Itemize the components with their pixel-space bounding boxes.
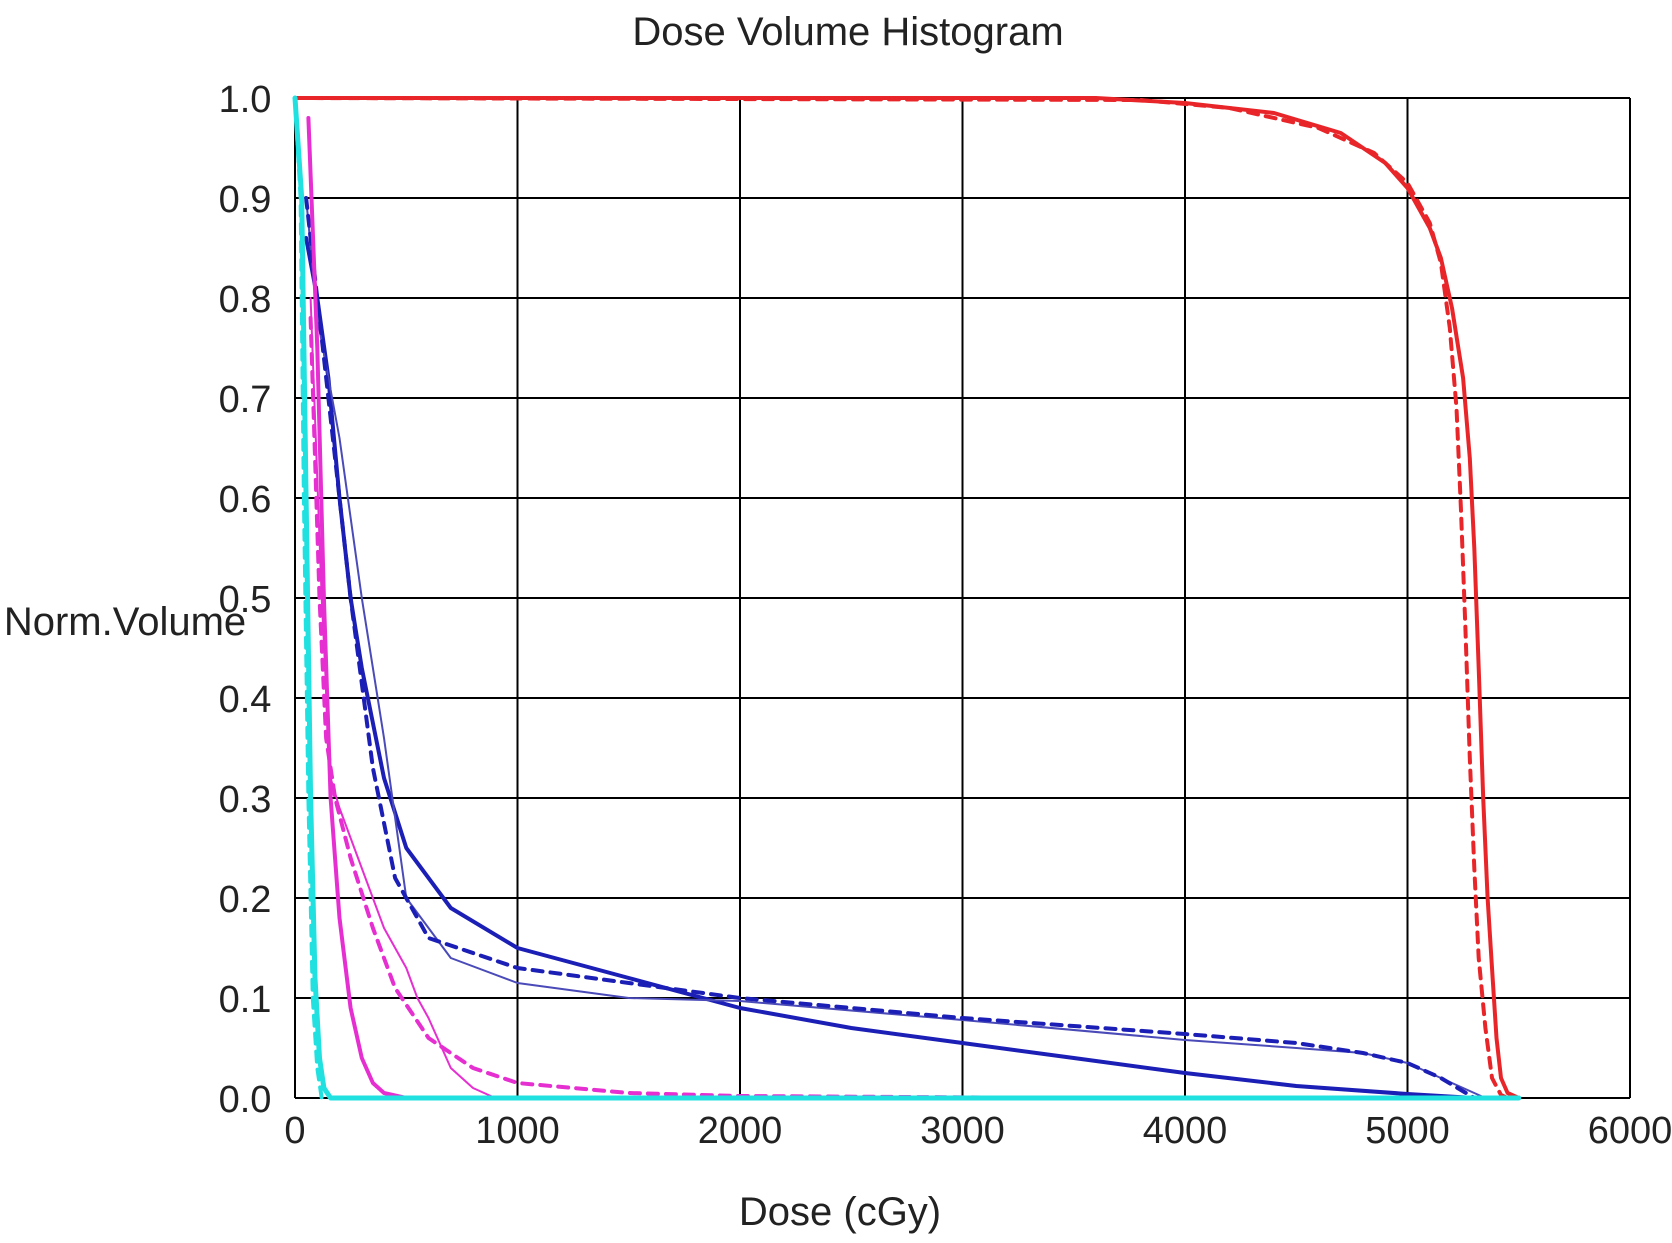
tick-labels: 0 1000 2000 3000 4000 5000 6000 0.0 0.1 0.2 0.3 0.4… — [219, 79, 1672, 1152]
x-tick-label: 5000 — [1365, 1110, 1450, 1152]
y-tick-label: 1.0 — [219, 79, 272, 121]
series-line-magenta-solid-5 — [306, 116, 1076, 1100]
y-axis-label: Norm.Volume — [4, 600, 246, 644]
y-tick-label: 0.0 — [219, 1079, 272, 1121]
x-tick-label: 3000 — [920, 1110, 1005, 1152]
y-tick-label: 0.4 — [219, 679, 272, 721]
series-line-blue-solid-2 — [304, 236, 1477, 1100]
x-tick-label: 1000 — [475, 1110, 560, 1152]
series-line-magenta-solid-6 — [309, 297, 497, 1099]
y-tick-label: 0.9 — [219, 179, 272, 221]
x-tick-label: 6000 — [1588, 1110, 1672, 1152]
y-tick-label: 0.6 — [219, 479, 272, 521]
x-tick-label: 2000 — [698, 1110, 783, 1152]
y-tick-label: 0.5 — [219, 579, 272, 621]
chart-title: Dose Volume Histogram — [632, 10, 1063, 54]
x-tick-label: 0 — [284, 1110, 305, 1152]
x-tick-label: 4000 — [1143, 1110, 1228, 1152]
y-tick-label: 0.1 — [219, 979, 272, 1021]
series-line-magenta-dashed-7 — [308, 316, 1076, 1100]
grid — [294, 97, 1631, 1099]
y-tick-label: 0.8 — [219, 279, 272, 321]
x-axis-label: Dose (cGy) — [739, 1190, 941, 1234]
y-tick-label: 0.3 — [219, 779, 272, 821]
y-tick-label: 0.7 — [219, 379, 272, 421]
series-line-red-solid-0 — [293, 96, 1521, 1100]
y-tick-label: 0.2 — [219, 879, 272, 921]
series-line-blue_thin-solid-3 — [305, 197, 1487, 1099]
series-line-blue-dashed-4 — [304, 196, 1477, 1100]
series-line-red-dashed-1 — [293, 96, 1510, 1100]
series-line-cyan-dashed-9 — [293, 96, 324, 1100]
series-lines — [292, 95, 1522, 1101]
